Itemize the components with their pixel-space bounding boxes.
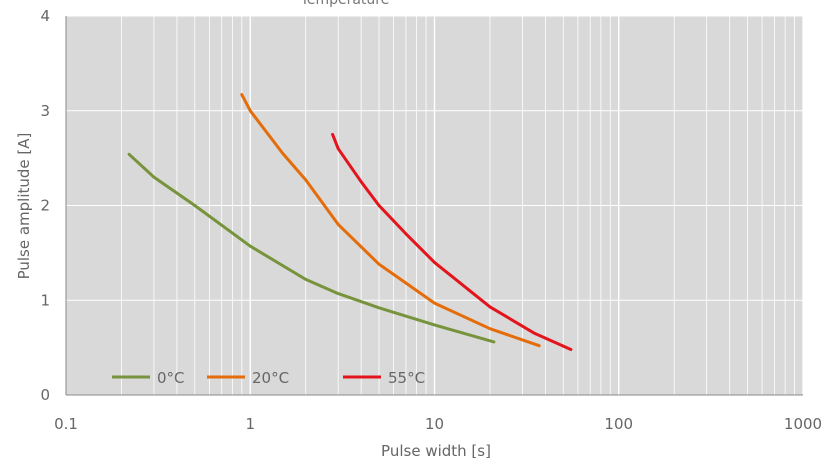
y-tick-label: 2 bbox=[40, 197, 50, 215]
series-line bbox=[240, 93, 541, 348]
y-tick-label: 4 bbox=[40, 7, 50, 25]
y-tick-label: 3 bbox=[40, 102, 50, 120]
grid bbox=[66, 15, 804, 395]
x-tick-label: 1000 bbox=[784, 415, 822, 433]
x-tick-labels: 0.1 1 10 100 1000 bbox=[54, 415, 822, 433]
series-line bbox=[331, 132, 573, 351]
y-tick-labels: 0 1 2 3 4 bbox=[40, 7, 50, 404]
axes bbox=[65, 16, 803, 396]
legend-label: 20°C bbox=[252, 369, 289, 387]
x-tick-label: 10 bbox=[425, 415, 444, 433]
x-tick-label: 0.1 bbox=[54, 415, 78, 433]
legend-label: 0°C bbox=[157, 369, 185, 387]
y-tick-label: 0 bbox=[40, 386, 50, 404]
series-layer bbox=[127, 93, 573, 351]
legend-label: 55°C bbox=[388, 369, 425, 387]
y-axis-title: Pulse amplitude [A] bbox=[15, 133, 33, 280]
x-axis-title: Pulse width [s] bbox=[381, 442, 491, 460]
legend: 0°C 20°C 55°C bbox=[112, 369, 425, 387]
chart-title-fragment: Temperature bbox=[300, 0, 390, 8]
x-tick-label: 100 bbox=[604, 415, 633, 433]
series-line bbox=[127, 152, 496, 344]
x-tick-label: 1 bbox=[245, 415, 255, 433]
y-tick-label: 1 bbox=[40, 291, 50, 309]
